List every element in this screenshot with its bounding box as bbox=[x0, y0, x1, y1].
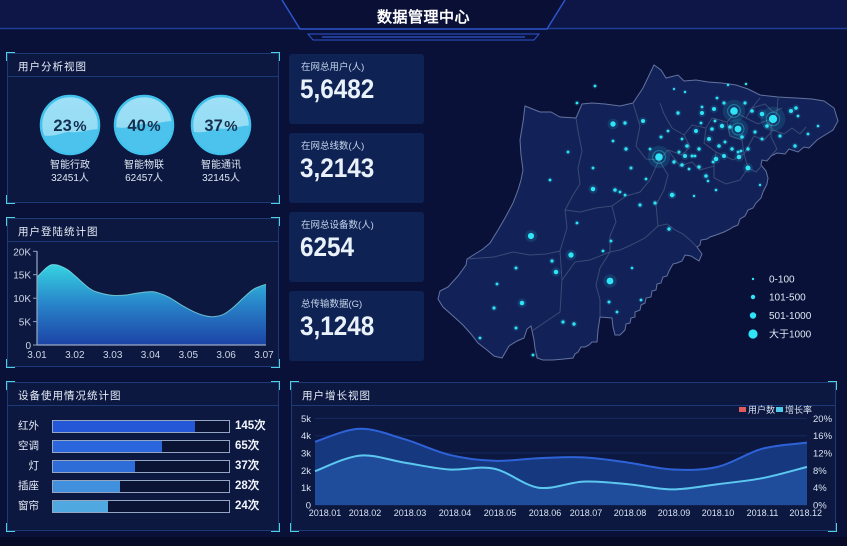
svg-text:5k: 5k bbox=[301, 414, 311, 425]
svg-text:2018.01: 2018.01 bbox=[309, 508, 342, 518]
svg-text:2018.07: 2018.07 bbox=[570, 508, 603, 518]
svg-text:101-500: 101-500 bbox=[769, 293, 806, 304]
svg-text:增长率: 增长率 bbox=[785, 404, 812, 415]
svg-text:2018.10: 2018.10 bbox=[702, 508, 735, 518]
svg-text:0: 0 bbox=[25, 341, 31, 352]
svg-text:16%: 16% bbox=[813, 431, 833, 442]
svg-text:0%: 0% bbox=[813, 501, 827, 512]
svg-text:2k: 2k bbox=[301, 466, 311, 477]
svg-text:37%: 37% bbox=[204, 117, 237, 135]
svg-text:2018.06: 2018.06 bbox=[529, 508, 562, 518]
svg-text:3.05: 3.05 bbox=[179, 350, 199, 361]
svg-text:2018.08: 2018.08 bbox=[614, 508, 647, 518]
svg-text:32451人: 32451人 bbox=[51, 172, 89, 184]
svg-text:3.02: 3.02 bbox=[65, 350, 85, 361]
svg-text:10K: 10K bbox=[13, 294, 31, 305]
svg-text:3.03: 3.03 bbox=[103, 350, 123, 361]
svg-text:大于1000: 大于1000 bbox=[769, 328, 812, 341]
svg-text:智能物联: 智能物联 bbox=[124, 158, 164, 171]
svg-text:2018.12: 2018.12 bbox=[789, 508, 822, 518]
svg-text:8%: 8% bbox=[813, 466, 827, 477]
svg-text:20%: 20% bbox=[813, 414, 833, 425]
svg-text:15K: 15K bbox=[13, 271, 31, 282]
svg-text:12%: 12% bbox=[813, 449, 833, 460]
svg-text:40%: 40% bbox=[127, 117, 160, 135]
svg-text:2018.11: 2018.11 bbox=[747, 508, 779, 518]
svg-text:4%: 4% bbox=[813, 483, 827, 494]
svg-text:2018.02: 2018.02 bbox=[349, 508, 382, 518]
svg-text:1k: 1k bbox=[301, 483, 311, 494]
svg-text:23%: 23% bbox=[53, 117, 86, 135]
svg-text:501-1000: 501-1000 bbox=[769, 311, 812, 322]
svg-text:62457人: 62457人 bbox=[125, 172, 163, 184]
svg-text:3.06: 3.06 bbox=[216, 350, 236, 361]
svg-text:2018.03: 2018.03 bbox=[394, 508, 427, 518]
svg-text:用户数: 用户数 bbox=[748, 404, 775, 415]
svg-text:20K: 20K bbox=[13, 247, 31, 258]
svg-text:3k: 3k bbox=[301, 449, 311, 460]
svg-text:3.04: 3.04 bbox=[141, 350, 161, 361]
svg-text:智能通讯: 智能通讯 bbox=[201, 158, 241, 171]
svg-text:32145人: 32145人 bbox=[202, 172, 240, 184]
svg-text:3.07: 3.07 bbox=[254, 350, 274, 361]
svg-text:0-100: 0-100 bbox=[769, 275, 795, 286]
svg-text:4k: 4k bbox=[301, 431, 311, 442]
svg-text:0: 0 bbox=[306, 501, 311, 512]
svg-text:2018.04: 2018.04 bbox=[439, 508, 472, 518]
svg-text:2018.05: 2018.05 bbox=[484, 508, 517, 518]
svg-text:3.01: 3.01 bbox=[27, 350, 47, 361]
svg-text:2018.09: 2018.09 bbox=[658, 508, 691, 518]
svg-text:5K: 5K bbox=[19, 318, 32, 329]
svg-text:智能行政: 智能行政 bbox=[50, 158, 90, 171]
